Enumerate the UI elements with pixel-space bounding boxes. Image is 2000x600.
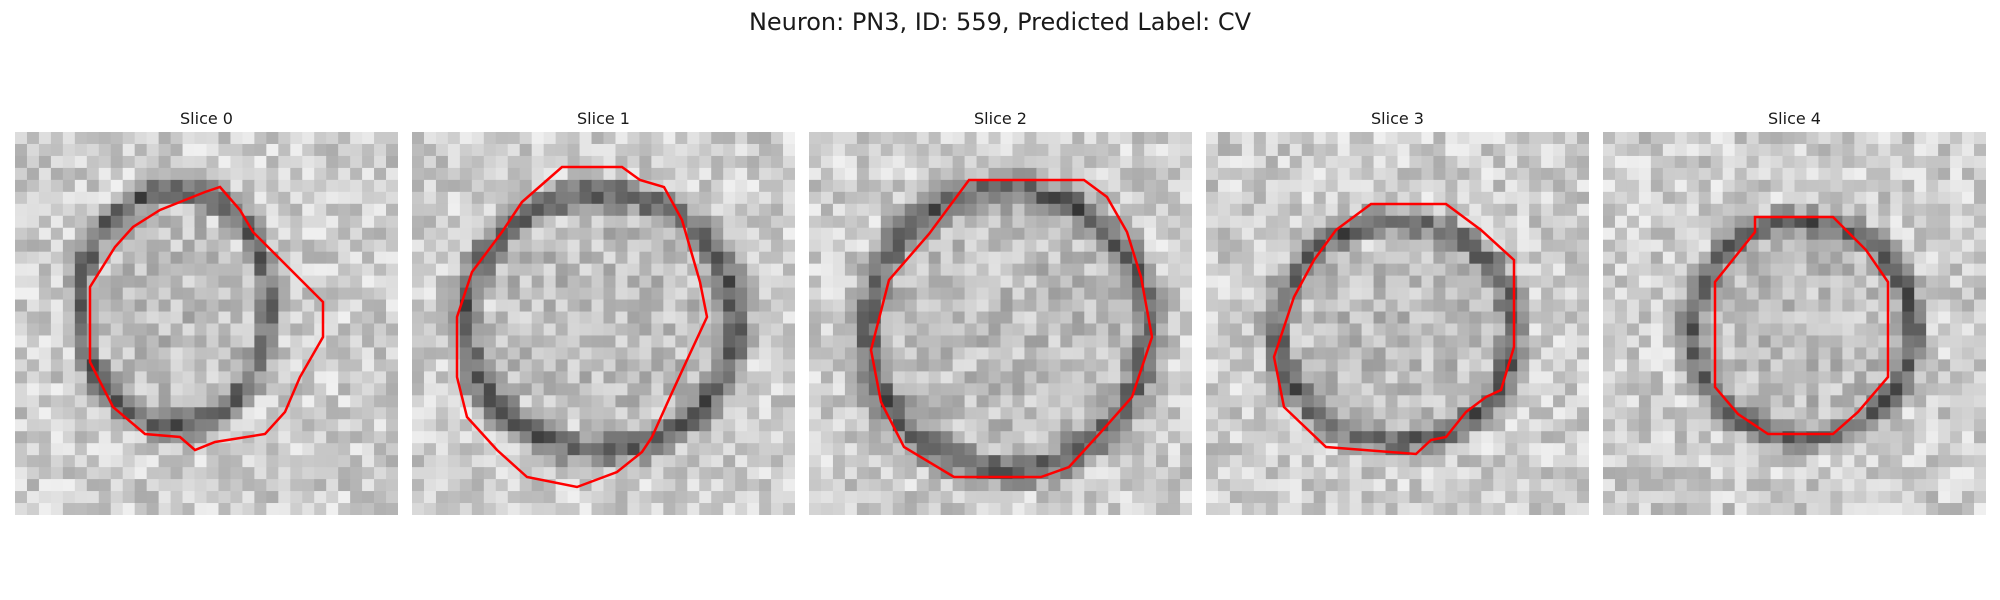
contour-outline bbox=[869, 178, 1154, 479]
slice-image bbox=[412, 132, 795, 515]
figure-title: Neuron: PN3, ID: 559, Predicted Label: C… bbox=[748, 8, 1252, 36]
slice-image bbox=[1206, 132, 1589, 515]
slice-image bbox=[809, 132, 1192, 515]
slice-title: Slice 1 bbox=[577, 109, 630, 128]
slice-title: Slice 2 bbox=[974, 109, 1027, 128]
contour-outline bbox=[455, 165, 709, 489]
slice-image bbox=[15, 132, 398, 515]
slice-panel-2: Slice 2 bbox=[809, 110, 1192, 515]
pixel-grid bbox=[15, 132, 398, 515]
pixel-grid bbox=[809, 132, 1192, 515]
slice-panel-0: Slice 0 bbox=[15, 110, 398, 515]
contour-outline bbox=[1272, 202, 1516, 456]
contour-outline bbox=[1713, 215, 1890, 436]
pixel-grid bbox=[412, 132, 795, 515]
slice-title: Slice 0 bbox=[180, 109, 233, 128]
slice-image bbox=[1603, 132, 1986, 515]
slice-panel-4: Slice 4 bbox=[1603, 110, 1986, 515]
slice-panel-1: Slice 1 bbox=[412, 110, 795, 515]
slice-panel-3: Slice 3 bbox=[1206, 110, 1589, 515]
slice-title: Slice 4 bbox=[1768, 109, 1821, 128]
pixel-grid bbox=[1603, 132, 1986, 515]
slice-title: Slice 3 bbox=[1371, 109, 1424, 128]
contour-outline bbox=[88, 185, 325, 452]
pixel-grid bbox=[1206, 132, 1589, 515]
